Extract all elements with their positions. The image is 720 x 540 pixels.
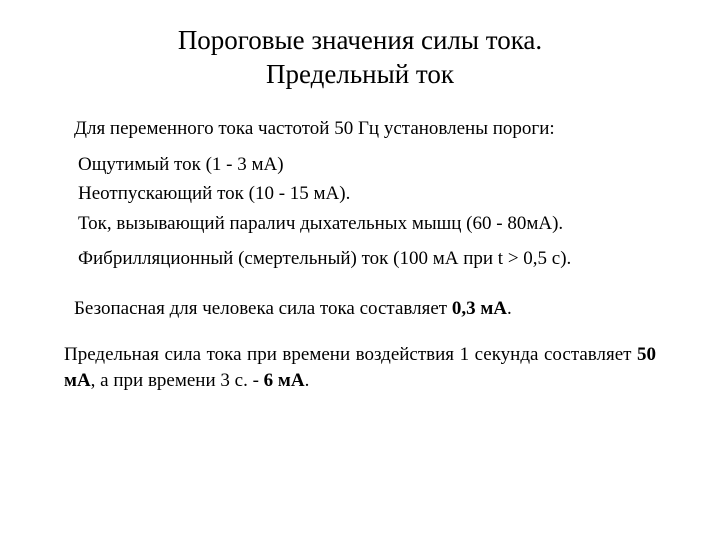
limit-value-2: 6 мА	[264, 370, 305, 391]
limit-mid: , а при времени 3 с. -	[91, 370, 264, 391]
bullet-list: Ощутимый ток (1 - 3 мА) Неотпускающий то…	[60, 152, 660, 273]
limit-current-text: Предельная сила тока при времени воздейс…	[60, 342, 660, 393]
title-line-2: Предельный ток	[266, 59, 454, 89]
limit-post: .	[305, 370, 310, 391]
list-item: Ток, вызывающий паралич дыхательных мышц…	[64, 211, 660, 237]
intro-text: Для переменного тока частотой 50 Гц уста…	[60, 118, 660, 140]
bullet-text: Ток, вызывающий паралич дыхательных мышц…	[78, 211, 660, 237]
list-item: Фибрилляционный (смертельный) ток (100 м…	[64, 246, 660, 272]
list-item: Ощутимый ток (1 - 3 мА)	[64, 152, 660, 178]
title-line-1: Пороговые значения силы тока.	[178, 25, 542, 55]
bullet-text: Неотпускающий ток (10 - 15 мА).	[78, 181, 660, 207]
safe-current-text: Безопасная для человека сила тока состав…	[60, 298, 660, 320]
safe-value: 0,3 мА	[452, 298, 507, 319]
list-item: Неотпускающий ток (10 - 15 мА).	[64, 181, 660, 207]
slide: Пороговые значения силы тока. Предельный…	[0, 0, 720, 540]
slide-title: Пороговые значения силы тока. Предельный…	[60, 24, 660, 92]
safe-post: .	[507, 298, 512, 319]
safe-pre: Безопасная для человека сила тока состав…	[74, 298, 452, 319]
limit-pre: Предельная сила тока при времени воздейс…	[64, 344, 637, 365]
bullet-text: Фибрилляционный (смертельный) ток (100 м…	[78, 246, 660, 272]
bullet-text: Ощутимый ток (1 - 3 мА)	[78, 152, 660, 178]
